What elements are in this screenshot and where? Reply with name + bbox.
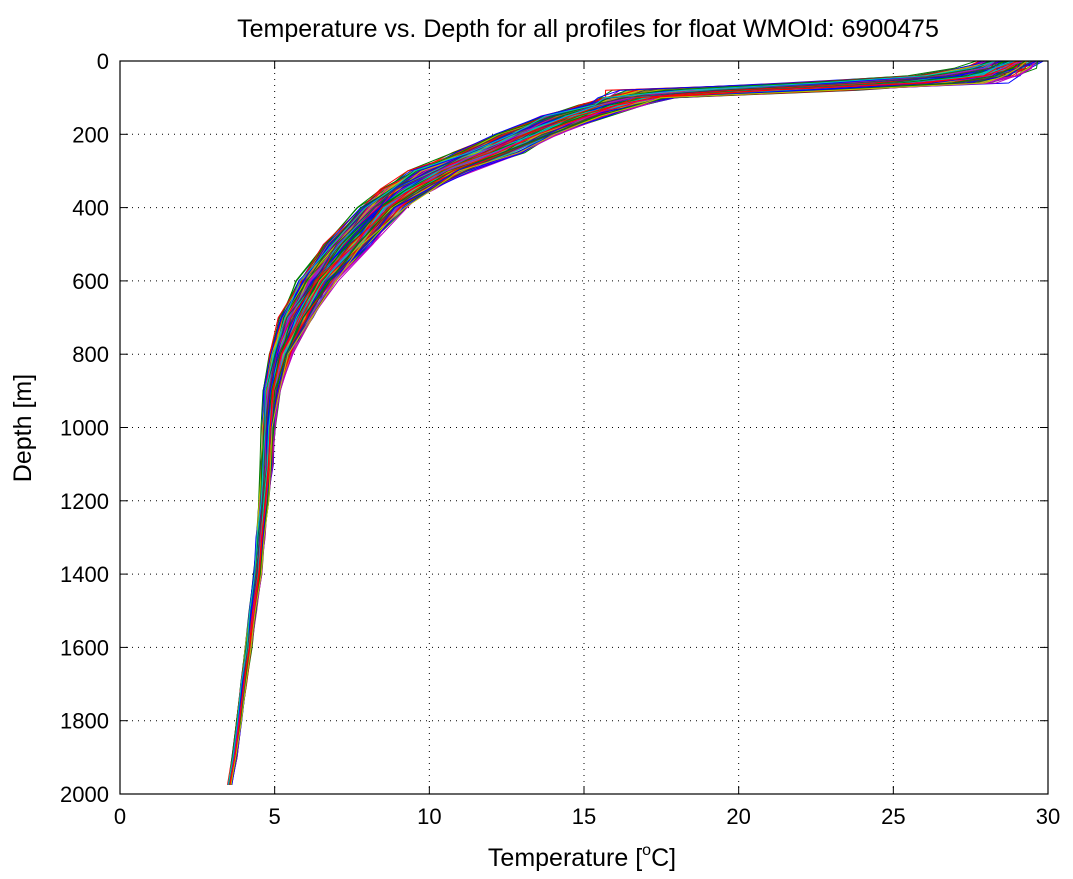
plot-area: 0 5 10 15 20 25 30 0 200 400 600 800 1000 1200 1400 160… <box>60 49 1060 829</box>
y-tick-label: 1600 <box>60 635 109 660</box>
chart-title: Temperature vs. Depth for all profiles f… <box>237 15 939 43</box>
x-tick-label: 30 <box>1036 804 1060 829</box>
x-tick-label: 20 <box>726 804 750 829</box>
y-axis-label: Depth [m] <box>9 374 37 482</box>
y-tick-label: 800 <box>72 342 109 367</box>
profile-line <box>227 60 997 785</box>
x-axis-label: Temperature [oC] <box>488 842 676 872</box>
y-tick-label: 1000 <box>60 416 109 441</box>
y-tick-label: 600 <box>72 269 109 294</box>
x-tick-label: 5 <box>269 804 281 829</box>
y-tick-label: 1200 <box>60 489 109 514</box>
profile-line <box>230 60 1028 785</box>
y-tick-label: 2000 <box>60 782 109 807</box>
x-tick-label: 25 <box>881 804 905 829</box>
profile-line <box>229 60 1020 785</box>
profile-line <box>229 60 1017 785</box>
y-tick-label: 400 <box>72 196 109 221</box>
x-tick-label: 10 <box>417 804 441 829</box>
y-tick-label: 1400 <box>60 562 109 587</box>
x-tick-label: 15 <box>572 804 596 829</box>
y-tick-label: 0 <box>97 49 109 74</box>
y-tick-label: 200 <box>72 122 109 147</box>
y-tick-label: 1800 <box>60 709 109 734</box>
x-tick-label: 0 <box>114 804 126 829</box>
